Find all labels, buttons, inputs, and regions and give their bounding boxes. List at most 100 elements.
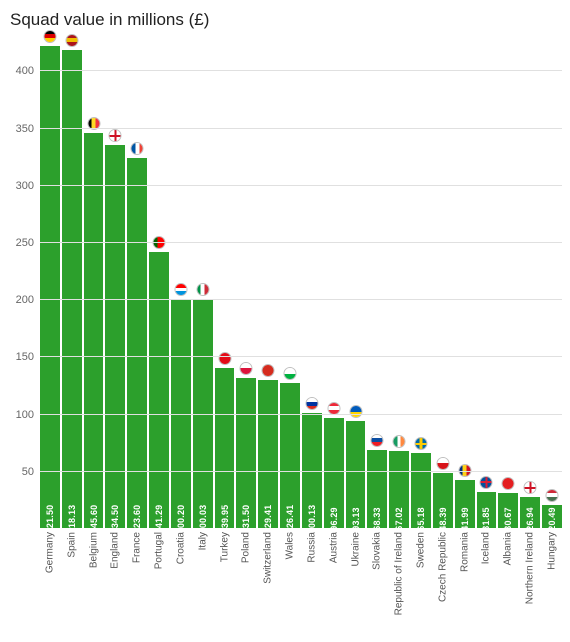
bar: 26.94 (520, 497, 540, 528)
x-axis-label: Belgium (88, 532, 99, 568)
bar-value-label: 48.39 (438, 507, 448, 531)
flag-icon (502, 477, 515, 490)
x-axis-label: England (110, 532, 121, 569)
bar-republic-of-ireland: 67.02 (389, 36, 409, 528)
bar-russia: 100.13 (302, 36, 322, 528)
bar: 421.50 (40, 46, 60, 528)
bar-value-label: 131.50 (241, 505, 251, 534)
bar-italy: 200.03 (193, 36, 213, 528)
bar-value-label: 345.60 (89, 505, 99, 534)
gridline: 400 (40, 70, 562, 71)
x-axis-label: Austria (328, 532, 339, 563)
bar-spain: 418.13 (62, 36, 82, 528)
x-label-cell: Sweden (411, 532, 431, 642)
plot-area: 421.50418.13345.60 334.50323.60 241.2920… (40, 36, 562, 528)
bar-france: 323.60 (127, 36, 147, 528)
x-label-cell: Hungary (542, 532, 562, 642)
bar-turkey: 139.95 (215, 36, 235, 528)
bar: 68.33 (367, 450, 387, 528)
flag-icon (393, 435, 406, 448)
y-tick-label: 50 (6, 466, 40, 478)
bar: 31.85 (477, 492, 497, 528)
flag-icon (131, 142, 144, 155)
flag-icon (524, 481, 537, 494)
bar: 48.39 (433, 473, 453, 528)
bar: 20.49 (542, 505, 562, 528)
bar: 65.18 (411, 453, 431, 528)
x-axis-label: France (132, 532, 143, 563)
x-axis-label: Russia (306, 532, 317, 563)
chart-title: Squad value in millions (£) (10, 10, 562, 30)
bar-value-label: 129.41 (263, 505, 273, 534)
x-axis-label: Croatia (175, 532, 186, 564)
bar: 41.99 (455, 480, 475, 528)
x-label-cell: Switzerland (258, 532, 278, 642)
gridline: 100 (40, 414, 562, 415)
flag-icon (436, 457, 449, 470)
x-axis-label: Slovakia (372, 532, 383, 570)
bar: 30.67 (498, 493, 518, 528)
gridline: 300 (40, 185, 562, 186)
x-label-cell: Germany (40, 532, 60, 642)
x-label-cell: Belgium (84, 532, 104, 642)
bar-value-label: 200.20 (176, 505, 186, 534)
gridline: 200 (40, 299, 562, 300)
flag-icon (414, 437, 427, 450)
bar-northern-ireland: 26.94 (520, 36, 540, 528)
flag-icon (174, 283, 187, 296)
bar-czech-republic: 48.39 (433, 36, 453, 528)
bar-romania: 41.99 (455, 36, 475, 528)
x-label-cell: Albania (498, 532, 518, 642)
x-axis-label: Sweden (415, 532, 426, 568)
y-tick-label: 300 (6, 180, 40, 192)
gridline: 250 (40, 242, 562, 243)
x-label-cell: Portugal (149, 532, 169, 642)
x-label-cell: Austria (324, 532, 344, 642)
x-axis-label: Romania (459, 532, 470, 572)
bar-switzerland: 129.41 (258, 36, 278, 528)
x-axis-label: Iceland (481, 532, 492, 564)
gridline: 350 (40, 128, 562, 129)
x-label-cell: Russia (302, 532, 322, 642)
x-axis-label: Hungary (546, 532, 557, 570)
bars-row: 421.50418.13345.60 334.50323.60 241.2920… (40, 36, 562, 528)
x-label-cell: Spain (62, 532, 82, 642)
bar: 131.50 (236, 378, 256, 528)
x-label-cell: Republic of Ireland (389, 532, 409, 642)
squad-value-chart: Squad value in millions (£) 421.50418.13… (0, 0, 570, 632)
x-axis-label: Poland (241, 532, 252, 563)
bar-belgium: 345.60 (84, 36, 104, 528)
x-labels: Germany Spain Belgium England France Portugal… (40, 532, 562, 642)
bar-value-label: 31.85 (481, 507, 491, 531)
x-label-cell: France (127, 532, 147, 642)
bar-poland: 131.50 (236, 36, 256, 528)
bar-value-label: 139.95 (220, 505, 230, 534)
bar-value-label: 26.94 (525, 507, 535, 531)
bar-wales: 126.41 (280, 36, 300, 528)
flag-icon (284, 367, 297, 380)
bar-value-label: 93.13 (351, 507, 361, 531)
bar-value-label: 65.18 (416, 507, 426, 531)
bar: 129.41 (258, 380, 278, 528)
bar-value-label: 334.50 (110, 505, 120, 534)
bar-value-label: 126.41 (285, 505, 295, 534)
x-label-cell: Turkey (215, 532, 235, 642)
bar-value-label: 20.49 (547, 507, 557, 531)
flag-icon (196, 283, 209, 296)
bar: 126.41 (280, 383, 300, 528)
bar: 241.29 (149, 252, 169, 528)
flag-icon (262, 364, 275, 377)
x-label-cell: Croatia (171, 532, 191, 642)
bar-value-label: 67.02 (394, 507, 404, 531)
bar-value-label: 100.13 (307, 505, 317, 534)
y-tick-label: 150 (6, 351, 40, 363)
x-label-cell: Wales (280, 532, 300, 642)
bar: 139.95 (215, 368, 235, 528)
x-axis-label: Spain (66, 532, 77, 558)
x-axis-label: Switzerland (263, 532, 274, 584)
bar-germany: 421.50 (40, 36, 60, 528)
flag-icon (240, 362, 253, 375)
flag-icon (371, 434, 384, 447)
bar-value-label: 68.33 (372, 507, 382, 531)
bar: 93.13 (346, 421, 366, 528)
